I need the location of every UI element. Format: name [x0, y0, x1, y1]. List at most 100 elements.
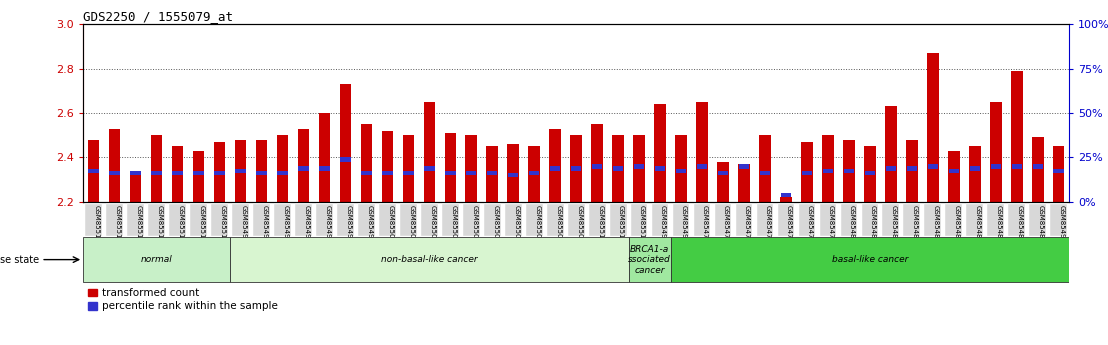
Bar: [445, 171, 455, 175]
Bar: [970, 166, 981, 171]
FancyBboxPatch shape: [1050, 204, 1067, 236]
Text: GSM85481: GSM85481: [870, 206, 876, 244]
Bar: [927, 53, 938, 202]
FancyBboxPatch shape: [316, 204, 332, 236]
Text: GSM85483: GSM85483: [912, 206, 917, 244]
Text: GSM85479: GSM85479: [828, 206, 834, 244]
Bar: [507, 173, 519, 177]
Bar: [1010, 71, 1023, 202]
Bar: [130, 173, 142, 202]
Bar: [738, 164, 750, 202]
Bar: [864, 146, 875, 202]
FancyBboxPatch shape: [106, 204, 123, 236]
Text: GSM85495: GSM85495: [283, 206, 288, 243]
Bar: [634, 135, 645, 202]
Bar: [193, 171, 204, 175]
FancyBboxPatch shape: [212, 204, 228, 236]
Text: GSM85487: GSM85487: [996, 206, 1002, 244]
FancyBboxPatch shape: [191, 204, 207, 236]
Bar: [360, 124, 372, 202]
FancyBboxPatch shape: [400, 204, 417, 236]
Bar: [991, 164, 1001, 168]
FancyBboxPatch shape: [736, 204, 752, 236]
FancyBboxPatch shape: [484, 204, 501, 236]
Bar: [109, 129, 121, 202]
FancyBboxPatch shape: [170, 204, 186, 236]
FancyBboxPatch shape: [295, 204, 311, 236]
Text: GSM85517: GSM85517: [177, 206, 184, 244]
Bar: [256, 140, 267, 202]
Bar: [424, 166, 434, 171]
Text: GSM85508: GSM85508: [555, 206, 561, 244]
Bar: [319, 113, 330, 202]
Bar: [235, 168, 246, 173]
Bar: [801, 142, 813, 202]
Text: GSM85494: GSM85494: [261, 206, 267, 243]
Text: basal-like cancer: basal-like cancer: [832, 255, 909, 264]
Bar: [1032, 137, 1044, 202]
Bar: [488, 171, 497, 175]
Bar: [781, 193, 791, 197]
FancyBboxPatch shape: [609, 204, 626, 236]
FancyBboxPatch shape: [670, 237, 1069, 282]
Bar: [760, 171, 770, 175]
FancyBboxPatch shape: [442, 204, 459, 236]
Bar: [592, 164, 603, 168]
Bar: [403, 171, 413, 175]
Bar: [1012, 164, 1022, 168]
Bar: [759, 135, 771, 202]
Text: GSM85512: GSM85512: [639, 206, 645, 243]
Bar: [697, 164, 707, 168]
Bar: [948, 168, 960, 173]
Text: GSM85500: GSM85500: [388, 206, 393, 244]
Bar: [88, 140, 100, 202]
Bar: [193, 151, 204, 202]
Text: disease state: disease state: [0, 255, 39, 265]
Text: GSM85509: GSM85509: [576, 206, 582, 244]
Bar: [277, 171, 288, 175]
Bar: [550, 166, 561, 171]
FancyBboxPatch shape: [148, 204, 165, 236]
Bar: [507, 144, 519, 202]
FancyBboxPatch shape: [715, 204, 731, 236]
Bar: [739, 164, 749, 168]
FancyBboxPatch shape: [945, 204, 962, 236]
Text: non-basal-like cancer: non-basal-like cancer: [381, 255, 478, 264]
Bar: [172, 146, 183, 202]
Bar: [1033, 164, 1043, 168]
Bar: [89, 168, 99, 173]
Bar: [402, 135, 414, 202]
Text: GSM85506: GSM85506: [513, 206, 520, 244]
Text: GSM85502: GSM85502: [429, 206, 435, 243]
FancyBboxPatch shape: [630, 204, 647, 236]
FancyBboxPatch shape: [841, 204, 858, 236]
Bar: [592, 124, 603, 202]
Text: GSM85516: GSM85516: [156, 206, 163, 244]
Bar: [843, 168, 854, 173]
Bar: [970, 146, 981, 202]
Bar: [339, 84, 351, 202]
Bar: [214, 171, 225, 175]
Bar: [298, 129, 309, 202]
FancyBboxPatch shape: [230, 237, 628, 282]
Bar: [717, 162, 729, 202]
Bar: [423, 102, 435, 202]
Bar: [256, 171, 267, 175]
FancyBboxPatch shape: [588, 204, 606, 236]
Text: GSM85497: GSM85497: [325, 206, 330, 244]
FancyBboxPatch shape: [862, 204, 879, 236]
Text: GSM85515: GSM85515: [135, 206, 142, 243]
FancyBboxPatch shape: [652, 204, 668, 236]
Bar: [885, 106, 896, 202]
Text: GSM85482: GSM85482: [891, 206, 896, 243]
Text: GSM85504: GSM85504: [471, 206, 478, 243]
Bar: [802, 171, 812, 175]
Bar: [110, 171, 120, 175]
FancyBboxPatch shape: [253, 204, 270, 236]
Bar: [361, 171, 371, 175]
FancyBboxPatch shape: [505, 204, 522, 236]
FancyBboxPatch shape: [567, 204, 585, 236]
FancyBboxPatch shape: [924, 204, 941, 236]
Text: GSM85503: GSM85503: [450, 206, 456, 244]
Bar: [927, 164, 938, 168]
